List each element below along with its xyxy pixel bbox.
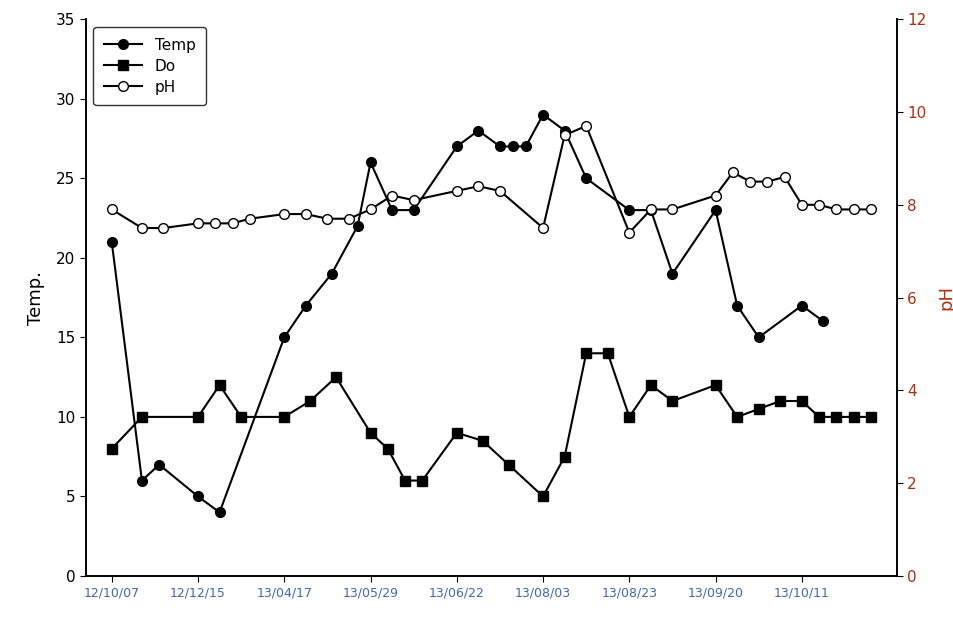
pH (278, 211, 290, 218)
pH (136, 224, 148, 232)
Temp (731, 301, 742, 309)
pH (830, 205, 841, 213)
Do (213, 381, 225, 389)
Do (796, 397, 807, 405)
Do (304, 397, 315, 405)
Do (623, 413, 635, 420)
Do (193, 413, 204, 420)
pH (709, 192, 720, 200)
Temp (352, 222, 363, 230)
Do (864, 413, 876, 420)
Temp (507, 143, 518, 150)
Do (136, 413, 148, 420)
Temp (153, 461, 165, 468)
Line: Do: Do (107, 348, 875, 501)
pH (106, 205, 117, 213)
Do (774, 397, 785, 405)
Do (666, 397, 678, 405)
Temp (817, 317, 828, 325)
Temp (472, 127, 483, 134)
Temp (519, 143, 531, 150)
Do (537, 493, 548, 500)
Temp (796, 301, 807, 309)
Do (416, 477, 428, 484)
Temp (193, 493, 204, 500)
pH (579, 122, 591, 130)
Do (579, 349, 591, 357)
Do (451, 429, 462, 436)
pH (343, 215, 355, 223)
pH (644, 205, 656, 213)
Do (813, 413, 824, 420)
Temp (537, 111, 548, 118)
Do (502, 461, 514, 468)
pH (451, 187, 462, 195)
Temp (752, 333, 763, 341)
Do (644, 381, 656, 389)
Temp (666, 270, 678, 278)
pH (778, 173, 789, 181)
Temp (709, 206, 720, 214)
Do (558, 453, 570, 461)
pH (364, 205, 375, 213)
Do (830, 413, 841, 420)
Do (476, 437, 488, 445)
pH (300, 211, 312, 218)
Do (399, 477, 411, 484)
Temp (213, 509, 225, 516)
pH (743, 178, 755, 186)
Temp (451, 143, 462, 150)
Temp (326, 270, 337, 278)
Line: pH: pH (107, 121, 875, 237)
Temp (558, 127, 570, 134)
pH (726, 168, 738, 176)
Do (601, 349, 613, 357)
Temp (408, 206, 419, 214)
pH (210, 220, 221, 227)
pH (847, 205, 859, 213)
Y-axis label: Temp.: Temp. (27, 271, 45, 324)
pH (321, 215, 333, 223)
Y-axis label: pH: pH (937, 285, 953, 310)
Do (235, 413, 247, 420)
Do (364, 429, 375, 436)
pH (623, 229, 635, 237)
Do (752, 405, 763, 413)
Do (278, 413, 290, 420)
pH (537, 224, 548, 232)
Do (847, 413, 859, 420)
Legend: Temp, Do, pH: Temp, Do, pH (93, 27, 206, 106)
pH (666, 205, 678, 213)
pH (494, 187, 505, 195)
Temp (364, 159, 375, 166)
pH (796, 201, 807, 209)
Line: Temp: Temp (107, 110, 827, 517)
Do (709, 381, 720, 389)
Temp (386, 206, 397, 214)
pH (386, 192, 397, 200)
Temp (300, 301, 312, 309)
Temp (494, 143, 505, 150)
Do (381, 445, 393, 452)
Temp (106, 238, 117, 246)
Temp (644, 206, 656, 214)
pH (408, 196, 419, 204)
pH (864, 205, 876, 213)
Temp (579, 175, 591, 182)
Temp (136, 477, 148, 484)
pH (558, 131, 570, 139)
pH (760, 178, 772, 186)
Temp (278, 333, 290, 341)
pH (227, 220, 238, 227)
Do (106, 445, 117, 452)
pH (157, 224, 169, 232)
Do (330, 373, 341, 381)
Do (731, 413, 742, 420)
pH (472, 182, 483, 190)
pH (193, 220, 204, 227)
pH (813, 201, 824, 209)
pH (244, 215, 255, 223)
Temp (623, 206, 635, 214)
